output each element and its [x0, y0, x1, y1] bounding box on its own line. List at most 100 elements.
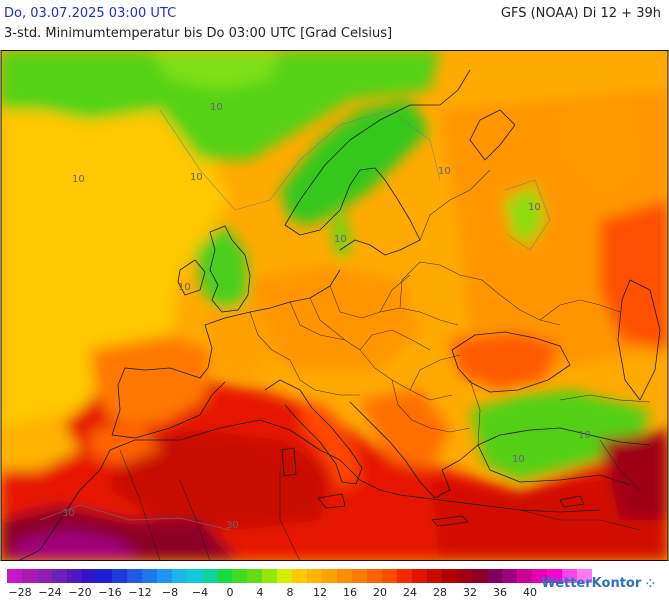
legend-swatch: [397, 569, 412, 583]
legend-swatch: [202, 569, 217, 583]
contour-label: 10: [334, 234, 347, 245]
legend-ticks: −28 −24 −20 −16 −12 −8 −4 0 4 8 12 16 20 24 28 32 36 40: [0, 586, 560, 600]
legend-swatch: [472, 569, 487, 583]
legend-swatch: [577, 569, 592, 583]
legend-tick-label: −28: [8, 586, 32, 599]
coast-turkey: [477, 427, 651, 486]
contour-label: 30: [226, 520, 239, 531]
country-borders: [119, 169, 651, 561]
central-europe-orange: [250, 265, 420, 370]
legend-swatch: [22, 569, 37, 583]
coast-balkans: [349, 401, 479, 499]
legend-swatch: [442, 569, 457, 583]
coast-white-sea: [469, 109, 516, 161]
legend-tick-label: 24: [403, 586, 417, 599]
coast-cyprus: [559, 495, 585, 508]
legend-swatch: [502, 569, 517, 583]
legend-tick-label: 16: [343, 586, 357, 599]
coast-iberia: [111, 367, 226, 439]
coast-baltic: [339, 239, 421, 256]
russia-lightgreen: [505, 185, 545, 245]
model-run-label: GFS (NOAA) Di 12 + 39h: [500, 6, 661, 21]
iberia-orange: [90, 335, 210, 425]
black-sea-red: [450, 332, 560, 390]
legend-tick-label: −12: [128, 586, 152, 599]
legend-swatch: [562, 569, 577, 583]
france-orange: [205, 305, 280, 380]
legend-swatch: [427, 569, 442, 583]
legend-tick-label: 0: [226, 586, 234, 599]
legend-swatch: [352, 569, 367, 583]
ural-orange: [560, 100, 640, 190]
caspian-red: [600, 200, 668, 350]
contour-label: 10: [578, 430, 591, 441]
legend-swatch: [172, 569, 187, 583]
coast-ireland: [177, 259, 206, 296]
balkans-redorange: [360, 390, 450, 470]
coast-scandinavia: [284, 69, 471, 241]
coast-italy: [264, 379, 363, 485]
legend-swatch: [127, 569, 142, 583]
scandinavia-green: [280, 100, 430, 225]
atlantic-yellow-zone: [1, 110, 230, 430]
coast-crete: [431, 515, 469, 527]
contour-label: 10: [210, 102, 223, 113]
brand-name: WetterKontor: [541, 576, 642, 591]
legend-tick-label: 20: [373, 586, 387, 599]
legend-tick-label: 8: [286, 586, 294, 599]
legend-swatch: [307, 569, 322, 583]
isotherm-10-north: [159, 109, 441, 211]
brand-logo: WetterKontor ⁘: [541, 576, 655, 591]
legend-tick-label: 36: [493, 586, 507, 599]
isotherm-30-south: [39, 504, 231, 531]
legend-swatch: [52, 569, 67, 583]
arctic-lightgreen: [150, 50, 280, 90]
middle-east-darkred: [600, 430, 668, 520]
legend-swatch: [532, 569, 547, 583]
legend-tick-label: 40: [523, 586, 537, 599]
legend-swatch: [7, 569, 22, 583]
legend-swatch: [382, 569, 397, 583]
legend-swatch: [292, 569, 307, 583]
coast-black-sea: [451, 331, 571, 393]
legend-swatch: [187, 569, 202, 583]
italy-red: [300, 400, 360, 490]
atlantic-cool-spot: [1, 420, 80, 470]
legend-tick-label: 32: [463, 586, 477, 599]
contour-label: 10: [512, 454, 525, 465]
map-subtitle: 3-std. Minimumtemperatur bis Do 03:00 UT…: [4, 26, 393, 41]
legend-swatch: [217, 569, 232, 583]
contour-label: 10: [438, 166, 451, 177]
sahara-magenta: [10, 530, 140, 561]
legend-swatch: [247, 569, 262, 583]
ireland-uk-green: [195, 225, 250, 312]
legend-tick-label: 4: [256, 586, 264, 599]
legend-swatch: [277, 569, 292, 583]
legend-swatch: [82, 569, 97, 583]
legend-swatch: [67, 569, 82, 583]
legend-swatch: [97, 569, 112, 583]
legend-swatch: [112, 569, 127, 583]
legend-tick-label: 28: [433, 586, 447, 599]
legend-tick-label: −4: [191, 586, 209, 599]
legend-swatch: [457, 569, 472, 583]
east-med-red: [430, 460, 668, 561]
contour-label: 10: [178, 282, 191, 293]
greenland-sea-green: [1, 50, 440, 160]
legend-swatch: [412, 569, 427, 583]
map-frame: [0, 50, 669, 561]
legend-tick-label: −16: [98, 586, 122, 599]
sun-dots-icon: ⁘: [645, 577, 655, 590]
color-legend: [7, 569, 592, 583]
coast-sicily: [317, 493, 346, 509]
legend-swatch: [367, 569, 382, 583]
legend-swatch: [262, 569, 277, 583]
legend-tick-label: −20: [68, 586, 92, 599]
algeria-warm-spot: [90, 420, 160, 465]
coast-sardinia: [281, 447, 297, 477]
contour-label: 10: [72, 174, 85, 185]
temperature-map: 10 10 10 10 10 10 10 10 10 30 30: [0, 50, 669, 561]
legend-tick-label: −8: [161, 586, 179, 599]
coast-africa: [17, 419, 601, 561]
legend-swatch: [337, 569, 352, 583]
